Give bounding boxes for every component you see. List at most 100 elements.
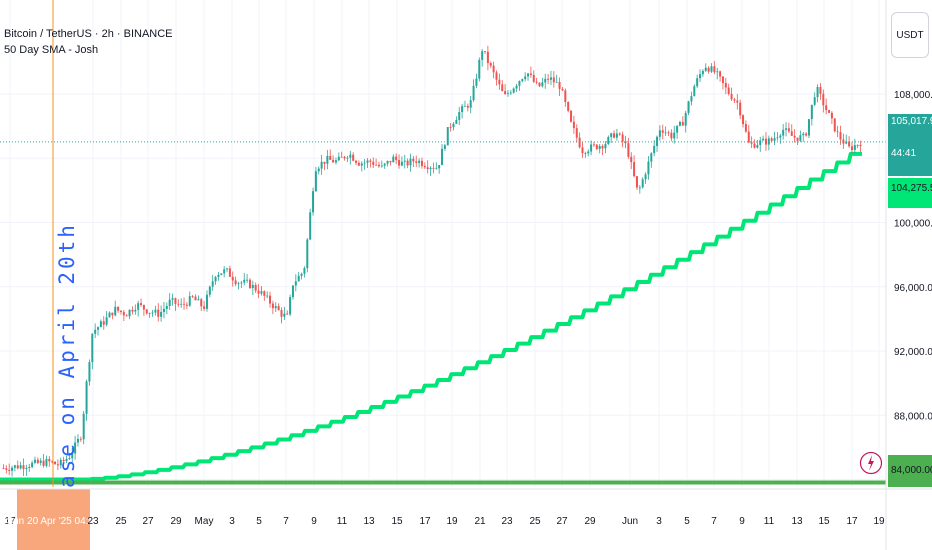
candle	[432, 162, 435, 174]
candle	[853, 138, 856, 154]
candle-body	[68, 458, 71, 460]
candle-body	[807, 119, 810, 136]
candle	[466, 103, 469, 112]
indicator-title[interactable]: 50 Day SMA - Josh	[4, 44, 99, 56]
candle	[810, 104, 813, 126]
candle	[489, 61, 492, 69]
candle	[188, 291, 191, 307]
candle-body	[220, 273, 223, 275]
candle-body	[836, 131, 839, 133]
candle	[441, 144, 444, 166]
candle	[673, 125, 676, 144]
lightning-icon[interactable]	[859, 446, 883, 480]
candle-body	[601, 146, 604, 149]
candle	[730, 87, 733, 101]
candle-body	[492, 65, 495, 73]
x-tick-label: 7	[711, 516, 717, 527]
candle-body	[403, 160, 406, 162]
candle	[131, 306, 134, 315]
candle-body	[271, 303, 274, 309]
candle-body	[91, 333, 94, 363]
candle-body	[595, 144, 598, 150]
candle-body	[782, 129, 785, 136]
candle	[223, 265, 226, 278]
candle	[45, 455, 48, 468]
candle-body	[830, 112, 833, 119]
candle-body	[154, 309, 157, 313]
candle-body	[833, 118, 836, 132]
candle-body	[148, 312, 151, 314]
candle	[661, 124, 664, 140]
candle	[380, 160, 383, 168]
candle-body	[346, 157, 349, 159]
candle	[653, 140, 656, 157]
candle-body	[813, 97, 816, 105]
candle	[633, 155, 636, 178]
candle	[418, 158, 421, 168]
candle	[699, 69, 702, 83]
candle-body	[549, 77, 552, 80]
candle	[128, 309, 131, 320]
candle	[294, 274, 297, 292]
candle	[329, 149, 332, 161]
candle-body	[191, 296, 194, 297]
candle	[214, 275, 217, 285]
candle-body	[615, 133, 618, 138]
candle	[48, 456, 51, 467]
candle-body	[810, 104, 813, 120]
candle	[667, 130, 670, 136]
candle	[183, 297, 186, 310]
candle-body	[747, 131, 750, 143]
candle-body	[303, 268, 306, 274]
candle	[309, 208, 312, 241]
candle-body	[420, 160, 423, 167]
candle-body	[509, 92, 512, 94]
candle	[228, 265, 231, 278]
candle-body	[572, 121, 575, 129]
candle-body	[54, 461, 57, 465]
candle-body	[621, 134, 624, 142]
candle	[39, 458, 42, 466]
last-price-label: 105,017.93	[888, 114, 932, 140]
candle-body	[693, 86, 696, 97]
candle-body	[466, 105, 469, 108]
candle	[271, 300, 274, 315]
candle-body	[22, 465, 25, 469]
candle	[727, 83, 730, 96]
candle	[22, 458, 25, 476]
currency-button[interactable]: USDT	[891, 12, 929, 58]
candle-body	[590, 144, 593, 152]
candle-body	[696, 78, 699, 87]
candle	[119, 310, 122, 315]
candle	[796, 137, 799, 145]
candle	[481, 48, 484, 67]
candle-body	[432, 167, 435, 169]
candle-body	[624, 141, 627, 144]
candle-body	[226, 268, 229, 270]
candle-body	[753, 143, 756, 148]
symbol-title[interactable]: Bitcoin / TetherUS · 2h · BINANCE	[4, 28, 173, 40]
candle	[613, 130, 616, 139]
candle-body	[627, 143, 630, 157]
candle-body	[323, 161, 326, 164]
candle-body	[418, 160, 421, 163]
last-price-value: 105,017.93	[891, 116, 932, 127]
candle-body	[618, 133, 621, 135]
candle	[753, 139, 756, 149]
candle	[237, 281, 240, 290]
candle-body	[134, 309, 137, 312]
candle-body	[412, 158, 415, 162]
candle	[303, 266, 306, 278]
candle	[409, 153, 412, 172]
candle-body	[251, 284, 254, 289]
candle	[160, 305, 163, 322]
candle	[590, 140, 593, 156]
candle	[19, 461, 22, 470]
candle-body	[269, 295, 272, 304]
candle	[701, 69, 704, 77]
candle-body	[825, 105, 828, 111]
candle-body	[552, 77, 555, 83]
y-tick-label: 108,000.00	[894, 90, 932, 101]
candle-body	[145, 309, 148, 314]
